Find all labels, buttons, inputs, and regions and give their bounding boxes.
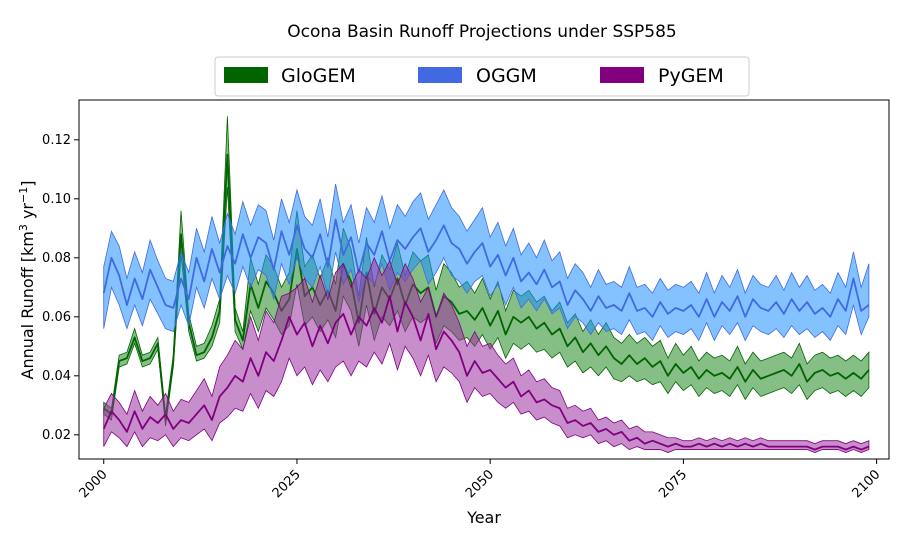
y-tick-label: 0.10 <box>42 192 71 207</box>
y-tick-label: 0.04 <box>42 369 71 384</box>
y-tick-label: 0.06 <box>42 310 71 325</box>
y-tick-label: 0.08 <box>42 251 71 266</box>
legend-swatch-pygem <box>600 67 644 83</box>
series-layer <box>102 116 870 453</box>
legend-swatch-gloglem <box>224 67 268 83</box>
pygem-median-line <box>102 295 870 451</box>
oggm-median-line <box>102 218 870 318</box>
y-axis-label-sup2: −1 <box>17 187 30 203</box>
legend-box <box>214 56 750 97</box>
y-axis: 0.02 0.04 0.06 0.08 0.10 0.12 <box>42 133 79 443</box>
y-tick-label: 0.02 <box>42 428 71 443</box>
legend-label-pygem: PyGEM <box>658 65 724 87</box>
y-tick-label: 0.12 <box>42 133 71 148</box>
pygem-range-band <box>103 256 870 453</box>
legend-swatch-oggm <box>418 67 462 83</box>
plot-frame <box>78 99 890 460</box>
chart-title: Ocona Basin Runoff Projections under SSP… <box>287 22 676 42</box>
y-axis-label-sup: 3 <box>17 224 30 231</box>
y-axis-label-mid: yr <box>18 203 37 225</box>
legend-label-gloglem: GloGEM <box>281 65 356 87</box>
legend-label-oggm: OGGM <box>476 65 537 87</box>
y-axis-label-main: Annual Runoff [km <box>18 231 37 379</box>
x-axis-label: Year <box>466 508 501 527</box>
y-axis-label-end: ] <box>18 181 37 187</box>
legend: GloGEM OGGM PyGEM <box>214 56 750 97</box>
y-axis-label: Annual Runoff [km3 yr−1] <box>17 181 38 380</box>
